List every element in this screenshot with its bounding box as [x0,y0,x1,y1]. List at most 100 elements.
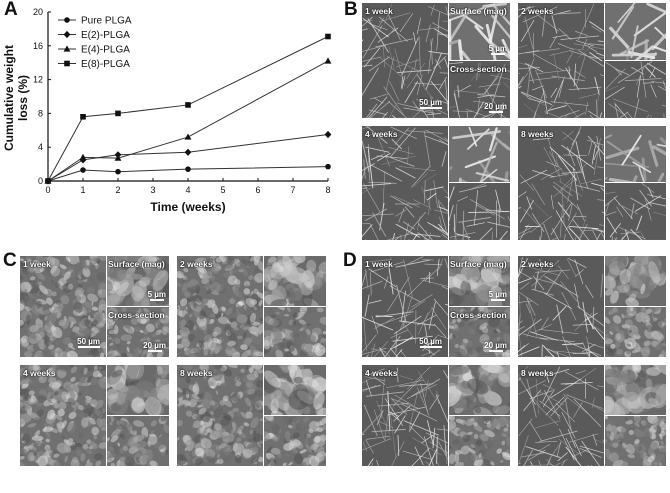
scale-bar-label: 50 µm [419,337,442,346]
sem-d-tr-main: 2 weeks [518,256,604,357]
sem-c-bl-cross [107,416,169,466]
sem-texture [107,416,169,466]
sem-panel-c: 1 week 50 µm Surface (mag) 5 µm Cross-sectio… [20,256,326,466]
data-point [115,110,121,117]
sem-c-bl-surface [107,365,169,415]
scale-bar-label: 20 µm [143,341,166,350]
scale-bar-line [490,52,505,55]
legend-marker [63,45,71,52]
sem-texture [449,125,510,183]
time-label: 8 weeks [521,368,554,378]
time-label: 2 weeks [180,259,213,269]
x-tick-label: 5 [220,185,225,195]
sem-d-tl-surface: Surface (mag) 5 µm [449,256,510,306]
sem-c-tl-main: 1 week 50 µm [20,256,106,357]
sem-texture [518,3,604,118]
sem-b-br-cross [605,183,666,240]
sem-texture [449,3,510,60]
data-point [184,133,192,140]
sem-b-br-surface [605,125,666,183]
scale-bar-label: 20 µm [484,101,507,111]
sem-d-tl-main: 1 week 50 µm [362,256,448,357]
time-label: 8 weeks [521,128,554,139]
sem-b-br-main: 8 weeks [518,125,604,240]
data-point [80,167,86,173]
y-axis-title-line-1: Cumulative weight [2,45,16,151]
sem-c-br-cross [264,416,326,466]
chart-legend: Pure PLGA E(2)-PLGA E(4)-PLGA E(8)-PLGA [58,16,132,70]
sem-texture [20,365,106,466]
x-axis-title: Time (weeks) [150,200,225,214]
surface-label: Surface (mag) [450,259,507,269]
sem-c-br-main: 8 weeks [177,365,263,466]
sem-d-tr-surface [605,256,666,306]
y-axis-title-line-2: loss (%) [16,75,30,121]
sem-texture [362,365,448,466]
sem-c-tl-cross: Cross-section 20 µm [107,307,169,357]
sem-d-bl-cross [449,416,510,466]
scale-bar-line [419,106,442,109]
y-tick-label: 0 [38,176,43,186]
legend-entry: E(8)-PLGA [81,59,130,70]
x-tick-label: 2 [115,185,120,195]
sem-texture [20,256,106,357]
scale-bar-surface: 5 µm [489,44,507,56]
sem-texture [449,307,510,357]
cross-section-label: Cross-section [108,310,165,320]
time-label: 8 weeks [180,368,213,378]
y-tick-label: 8 [38,108,43,118]
panel-letter-a: A [4,0,18,20]
sem-texture [362,3,448,118]
sem-texture [264,416,326,466]
x-tick-label: 4 [185,185,190,195]
time-label: 4 weeks [365,128,398,139]
legend-marker [64,60,70,67]
data-point [79,153,87,160]
sem-texture [605,256,666,306]
data-point [324,57,332,64]
sem-texture [107,365,169,415]
sem-texture [107,307,169,357]
sem-c-tr-cross [264,307,326,357]
series-3 [44,57,332,184]
sem-panel-d: 1 week 50 µm Surface (mag) 5 µm Cross-sectio… [362,256,666,466]
x-tick-label: 7 [290,185,295,195]
sem-d-tl-cross: Cross-section 20 µm [449,307,510,357]
time-label: 1 week [23,259,51,269]
scale-bar-line [419,346,442,348]
scale-bar-line [488,110,503,113]
sem-texture [518,365,604,466]
series-line [47,60,329,182]
cross-section-label: Cross-section [450,63,507,74]
sem-b-bl-surface [449,125,510,183]
sem-c-tr-surface [264,256,326,306]
sem-b-tl-cross: Cross-section 20 µm [449,60,510,118]
chart-series [44,33,332,185]
surface-label: Surface (mag) [108,259,165,269]
sem-texture [518,125,604,240]
sem-texture [605,365,666,415]
scale-bar-line [149,299,164,301]
sem-texture [605,125,666,183]
sem-d-br-surface [605,365,666,415]
sem-b-bl-main: 4 weeks [362,125,448,240]
sem-b-tr-main: 2 weeks [518,3,604,118]
scale-bar-label: 5 µm [488,43,507,53]
sem-c-tl-surface: Surface (mag) 5 µm [107,256,169,306]
legend-marker [63,30,71,39]
time-label: 4 weeks [23,368,56,378]
sem-texture [518,256,604,357]
scale-bar-label: 50 µm [419,97,442,107]
data-point [184,148,192,156]
scale-bar-main: 50 µm [419,98,442,110]
surface-label: Surface (mag) [450,6,507,16]
time-label: 4 weeks [365,368,398,378]
sem-b-tr-surface [605,3,666,60]
data-point [325,33,331,40]
scale-bar-surface: 5 µm [148,290,166,302]
sem-texture [605,416,666,466]
time-label: 1 week [365,259,393,269]
sem-texture [605,3,666,60]
legend-entry: Pure PLGA [81,16,132,27]
